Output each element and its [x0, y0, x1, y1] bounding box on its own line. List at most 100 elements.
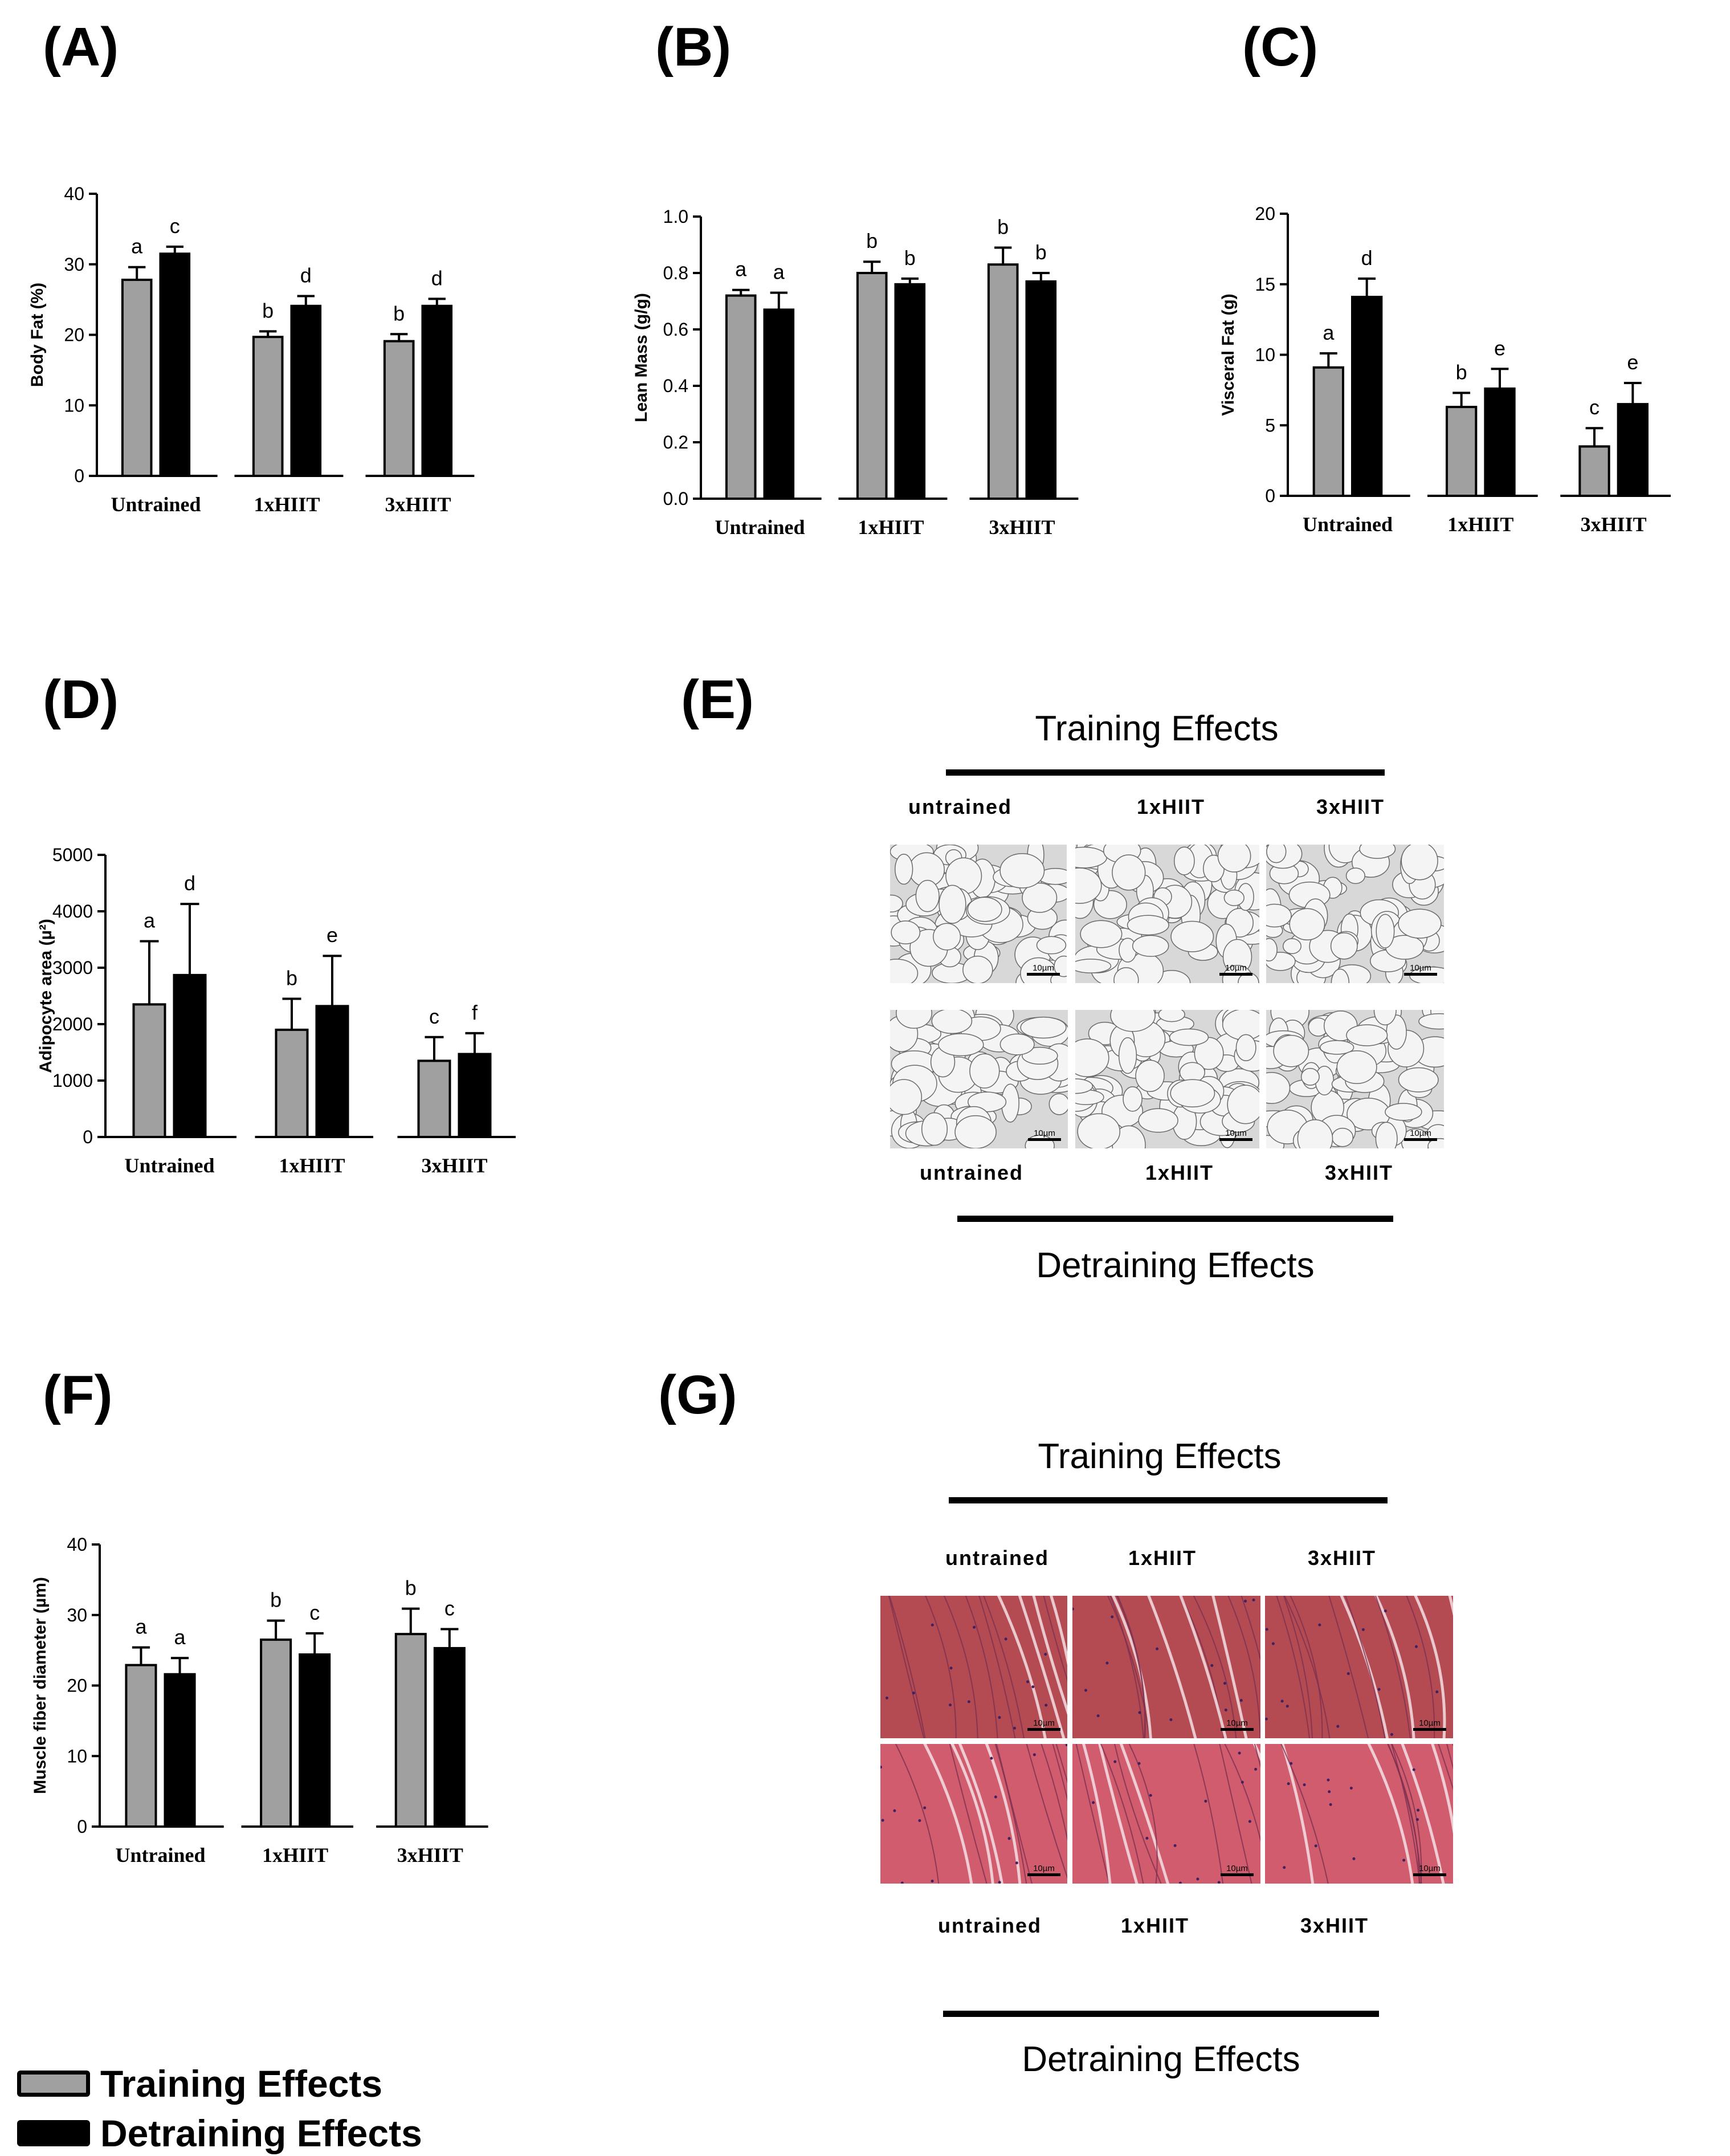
significance-letter: c: [309, 1601, 320, 1624]
adipocyte: [1300, 1067, 1320, 1086]
bar-detraining: [159, 252, 191, 477]
adipocyte: [1331, 968, 1350, 983]
nucleus: [1217, 1881, 1221, 1884]
adipocyte: [1297, 1119, 1333, 1148]
nucleus: [1271, 1642, 1275, 1645]
nucleus: [1149, 1794, 1152, 1797]
muscle-fiber: [1109, 1596, 1144, 1738]
nucleus: [885, 1696, 888, 1699]
bar-training: [125, 1664, 157, 1828]
muscle-fiber: [943, 1596, 978, 1738]
bar-detraining: [1025, 280, 1057, 500]
nucleus: [1013, 1726, 1016, 1730]
muscle-fiber: [1276, 1596, 1310, 1738]
nucleus: [1252, 1598, 1255, 1601]
significance-letter: d: [184, 871, 195, 895]
muscle-fiber: [1414, 1596, 1446, 1738]
significance-letter: d: [1361, 246, 1373, 270]
nucleus: [931, 1623, 934, 1627]
x-tick-label: Untrained: [715, 516, 805, 539]
e-bottom-col-1xhiit: 1xHIIT: [1145, 1161, 1214, 1184]
scale-bar: [1221, 1873, 1254, 1876]
x-tick-label: 3xHIIT: [397, 1844, 463, 1866]
tissue-background: [1072, 1596, 1260, 1738]
scale-bar: [1219, 1138, 1252, 1141]
muscle-fiber: [1438, 1744, 1453, 1791]
muscle-fiber: [1082, 1744, 1112, 1884]
y-axis-label: Visceral Fat (g): [1219, 294, 1238, 416]
e-bottom-rule: [957, 1216, 1393, 1222]
adipocyte: [890, 959, 919, 983]
significance-letter: a: [735, 258, 747, 281]
adipocyte: [939, 885, 966, 924]
y-tick-label: 30: [67, 1605, 87, 1625]
muscle-fiber: [1075, 1744, 1110, 1884]
nucleus: [967, 1700, 970, 1703]
adipocyte: [1127, 915, 1169, 936]
bar-training: [1578, 445, 1610, 497]
significance-letter: b: [1456, 360, 1467, 384]
muscle-fiber: [1043, 1596, 1067, 1682]
muscle-fiber: [1374, 1596, 1415, 1738]
muscle-fiber: [1107, 1596, 1150, 1738]
bar-training: [383, 340, 415, 478]
nucleus: [1361, 1628, 1365, 1631]
adipocyte: [1330, 932, 1358, 960]
e-bottom-col-3xhiit: 3xHIIT: [1324, 1161, 1394, 1184]
nucleus: [923, 1806, 927, 1809]
bar-detraining: [315, 1005, 349, 1138]
muscle-fiber: [1179, 1596, 1227, 1738]
chart-adipocyte-area: Adipocyte area (µ²) 0 1000 2000 3000 4000 5000…: [36, 845, 516, 1177]
nucleus: [998, 1881, 1001, 1884]
nucleus: [1328, 1790, 1331, 1794]
adipocyte: [1375, 1122, 1398, 1148]
muscle-fiber: [1055, 1744, 1067, 1784]
adipocyte: [938, 1033, 984, 1057]
scale-bar: [1028, 1138, 1061, 1141]
adipocyte: [1077, 1113, 1121, 1148]
nucleus: [1248, 1820, 1251, 1823]
e-bottom-col-untrained: untrained: [919, 1161, 1023, 1184]
nucleus: [1138, 1711, 1141, 1714]
bar-detraining: [433, 1646, 466, 1828]
adipocyte: [999, 853, 1045, 889]
significance-letter: b: [904, 246, 916, 270]
nucleus: [1390, 1733, 1393, 1736]
bar-detraining: [164, 1673, 196, 1828]
muscle-fiber: [1114, 1744, 1162, 1884]
adipocyte: [1346, 1024, 1388, 1046]
scale-label: 10µm: [1225, 963, 1247, 973]
adipocyte: [1385, 1103, 1422, 1121]
adipocyte: [890, 1079, 923, 1115]
nucleus: [900, 1881, 904, 1884]
bar-detraining: [1484, 387, 1516, 497]
y-tick-label: 1.0: [663, 206, 688, 227]
muscle-fiber: [1241, 1596, 1260, 1661]
muscle-fiber: [1388, 1744, 1422, 1884]
adipocyte: [891, 920, 921, 944]
adipocyte: [1075, 1038, 1109, 1077]
adipocyte: [1020, 1016, 1067, 1039]
y-tick-label: 1000: [52, 1070, 93, 1091]
g-micrograph-detraining-1xhiit: 10µm: [1072, 1744, 1260, 1884]
legend-label-detraining: Detraining Effects: [100, 2112, 422, 2154]
muscle-fiber: [1211, 1596, 1248, 1738]
nucleus: [1111, 1615, 1114, 1619]
panel-label-e: (E): [681, 669, 754, 730]
nucleus: [1303, 1783, 1306, 1787]
adipocyte: [1022, 1046, 1058, 1065]
nucleus: [1243, 1599, 1247, 1603]
scale-label: 10µm: [1410, 1128, 1431, 1138]
muscle-fiber: [1193, 1744, 1223, 1884]
adipocyte: [921, 1112, 948, 1146]
muscle-fiber: [1280, 1744, 1329, 1884]
nucleus: [1113, 1760, 1117, 1763]
scale-label: 10µm: [1226, 1864, 1248, 1873]
y-tick-label: 20: [67, 1676, 87, 1696]
significance-letter: a: [773, 260, 785, 284]
chart-body-fat: Body Fat (%) 0 10 20 30 40 Untrained a c 1xHIIT b d…: [28, 184, 475, 516]
adipocyte: [1158, 1010, 1185, 1022]
nucleus: [990, 1756, 993, 1760]
y-axis-label: Body Fat (%): [28, 283, 47, 387]
bar-training: [121, 278, 153, 477]
